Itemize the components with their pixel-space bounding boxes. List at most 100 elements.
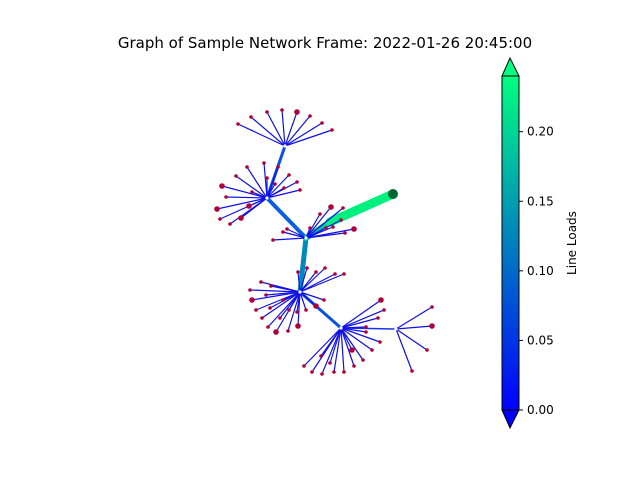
leaf-node [313, 303, 319, 309]
leaf-node [322, 298, 326, 302]
leaf-node [254, 308, 258, 312]
leaf-edge [305, 219, 342, 239]
colorbar-tick-label: 0.15 [527, 194, 554, 208]
colorbar-tick-label: 0.20 [527, 125, 554, 139]
leaf-edge [395, 306, 433, 330]
hub-node [283, 144, 287, 148]
leaf-node [295, 310, 299, 314]
feeder-edge [325, 189, 398, 227]
leaf-edge [305, 206, 332, 239]
leaf-node [268, 306, 272, 310]
leaf-edge [284, 122, 323, 147]
hub-node [265, 196, 269, 200]
colorbar-tick-label: 0.00 [527, 403, 554, 417]
leaf-edge [340, 327, 345, 373]
leaf-node [260, 316, 264, 320]
leaf-edge [340, 327, 381, 343]
leaf-edge [340, 327, 353, 351]
leaf-edge [305, 213, 321, 239]
colorbar-body [501, 75, 520, 411]
leaf-node [287, 308, 291, 312]
leaf-edge [251, 291, 301, 301]
leaf-node [425, 348, 429, 352]
colorbar-extend-top [501, 56, 520, 77]
leaf-edge [299, 291, 317, 307]
leaf-node [248, 288, 252, 292]
colorbar-tick-label: 0.05 [527, 333, 554, 347]
leaf-node [364, 330, 368, 334]
leaf-node [341, 206, 345, 210]
leaf-node [305, 266, 309, 270]
leaf-node [302, 364, 306, 368]
leaf-node [236, 122, 240, 126]
hub-node [298, 290, 302, 294]
leaf-node [287, 173, 291, 177]
leaf-edge [272, 237, 307, 241]
leaf-node [333, 272, 337, 276]
leaf-node [330, 128, 334, 132]
leaf-node [282, 186, 286, 190]
leaf-edge [320, 327, 342, 357]
leaf-edge [299, 273, 345, 293]
leaf-node [295, 180, 299, 184]
leaf-edge [266, 111, 286, 147]
leaf-node [314, 270, 318, 274]
leaf-edge [287, 291, 301, 332]
trunk-edge [297, 235, 309, 295]
leaf-node [273, 182, 277, 186]
graph-edges [216, 109, 433, 375]
leaf-edge [235, 175, 268, 199]
leaf-node [245, 165, 249, 169]
leaf-edge [340, 327, 364, 361]
hub-node [304, 236, 308, 240]
leaf-node [378, 340, 382, 344]
leaf-edge [284, 111, 298, 147]
leaf-edge [286, 228, 307, 239]
leaf-node [259, 280, 263, 284]
colorbar-tick-label: 0.10 [527, 264, 554, 278]
colorbar-label: Line Loads [565, 211, 579, 275]
leaf-node [343, 231, 347, 235]
leaf-edge [340, 317, 379, 329]
leaf-edge [340, 327, 367, 333]
leaf-edge [340, 327, 373, 351]
leaf-node [265, 176, 269, 180]
leaf-node [295, 323, 301, 329]
leaf-edge [266, 166, 279, 199]
leaf-node [281, 230, 285, 234]
leaf-edge [248, 197, 268, 207]
leaf-edge [261, 291, 301, 319]
leaf-node [219, 183, 225, 189]
leaf-node [298, 188, 302, 192]
hub-node [394, 327, 398, 331]
leaf-node [273, 329, 279, 335]
leaf-node [376, 316, 380, 320]
leaf-node [271, 238, 275, 242]
leaf-node [224, 195, 228, 199]
leaf-node [214, 206, 220, 212]
leaf-node [286, 329, 290, 333]
leaf-edge [305, 207, 344, 239]
leaf-node [238, 215, 244, 221]
leaf-node [318, 212, 322, 216]
leaf-node [310, 370, 314, 374]
leaf-node [266, 325, 270, 329]
leaf-edge [340, 326, 367, 329]
leaf-edge [303, 327, 342, 367]
leaf-node [280, 108, 284, 112]
leaf-node [250, 190, 254, 194]
leaf-node [378, 297, 384, 303]
leaf-node [361, 358, 365, 362]
leaf-node [342, 272, 346, 276]
leaf-node [249, 297, 255, 303]
leaf-edge [250, 116, 286, 147]
leaf-node [352, 364, 356, 368]
leaf-node [285, 227, 289, 231]
leaf-edge [284, 129, 333, 147]
leaf-edge [240, 197, 268, 219]
leaf-node [304, 308, 308, 312]
leaf-node [319, 354, 323, 358]
leaf-edge [266, 187, 285, 199]
colorbar-ticks: 0.00 0.05 0.10 0.15 0.20 [519, 125, 554, 417]
